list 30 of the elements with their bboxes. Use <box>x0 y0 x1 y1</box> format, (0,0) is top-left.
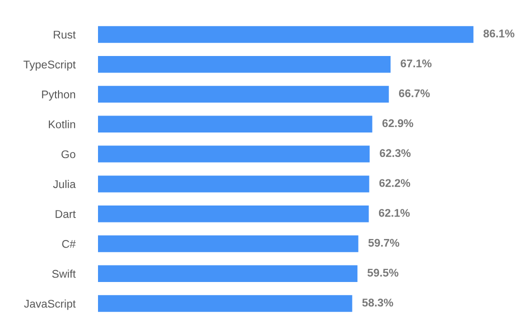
data-label: 66.7% <box>398 89 430 98</box>
bar <box>98 235 358 252</box>
y-tick-label: Python <box>42 90 76 101</box>
y-tick-label: TypeScript <box>24 60 76 71</box>
y-tick-label: Rust <box>54 30 76 39</box>
y-tick-label: Go <box>62 150 76 158</box>
data-label: 58.3% <box>362 298 394 307</box>
data-label: 62.3% <box>380 149 411 158</box>
data-label: 67.1% <box>400 59 432 68</box>
data-label: 62.1% <box>378 208 410 217</box>
y-tick-label: Julia <box>53 180 76 188</box>
data-label: 59.5% <box>368 268 398 277</box>
y-tick-label: Dart <box>56 210 76 218</box>
y-tick-label: JavaScript <box>24 300 76 310</box>
bar <box>98 56 391 73</box>
bar <box>98 146 370 162</box>
data-label: 86.1% <box>484 30 514 38</box>
bar <box>98 205 369 222</box>
data-label: 62.9% <box>382 119 414 128</box>
bar <box>98 26 474 43</box>
y-tick-label: Kotlin <box>48 120 76 128</box>
y-tick-label: Swift <box>52 270 76 278</box>
bar <box>98 295 352 312</box>
bar <box>98 265 358 282</box>
bar <box>98 86 389 103</box>
data-label: 59.7% <box>368 238 400 247</box>
y-tick-label: C# <box>62 240 76 248</box>
bar <box>98 176 370 192</box>
bar <box>98 116 372 133</box>
data-label: 62.2% <box>379 179 410 187</box>
